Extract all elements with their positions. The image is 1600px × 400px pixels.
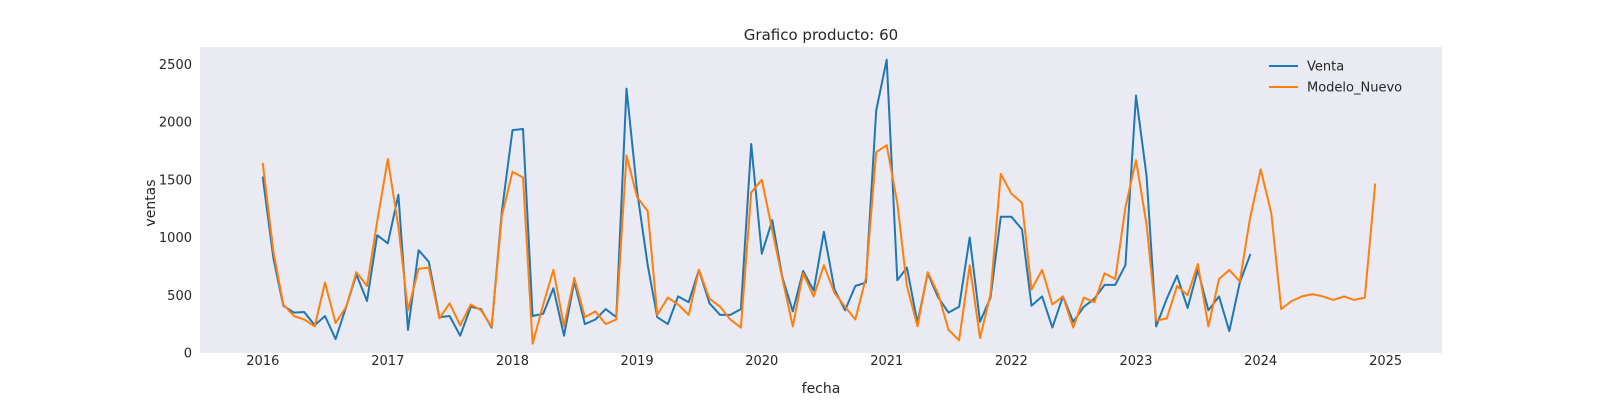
y-tick-label: 0 [184,347,192,362]
x-tick-label: 2025 [1369,354,1402,369]
series-line-venta [261,58,1252,341]
legend-label: Modelo_Nuevo [1307,81,1402,96]
x-tick-label: 2018 [496,354,529,369]
series-layer [261,58,1377,345]
y-axis-label: ventas [143,179,159,226]
y-tick-label: 2000 [159,116,192,131]
plot-area-background [200,47,1442,353]
x-tick-label: 2023 [1119,354,1152,369]
x-tick-label: 2019 [621,354,654,369]
x-axis-label: fecha [802,381,841,397]
x-tick-label: 2024 [1244,354,1277,369]
x-tick-label: 2021 [870,354,903,369]
x-tick-label: 2017 [371,354,404,369]
x-tick-label: 2020 [745,354,778,369]
y-tick-label: 500 [167,289,192,304]
series-line-modelo-nuevo [261,144,1377,345]
y-tick-label: 2500 [159,58,192,73]
y-tick-label: 1500 [159,173,192,188]
x-tick-label: 2016 [246,354,279,369]
x-tick-label: 2022 [995,354,1028,369]
chart-title: Grafico producto: 60 [744,26,898,44]
legend: Venta Modelo_Nuevo [1269,60,1402,96]
legend-label: Venta [1307,60,1344,75]
y-tick-label: 1000 [159,231,192,246]
axis-ticks: 2016 2017 2018 2019 2020 2021 2022 2023 2024 2025… [159,58,1402,369]
